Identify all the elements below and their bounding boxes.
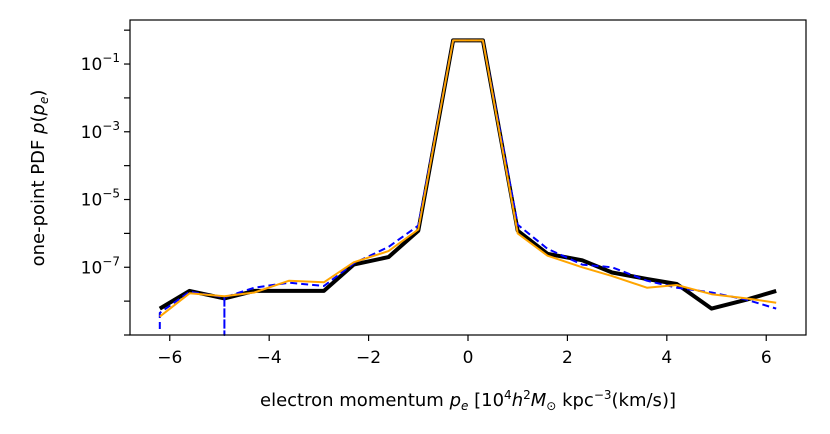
y-tick-label: 10−7 [81,254,120,278]
y-ticks: 10−7 10−5 10−3 10−1 [81,29,130,336]
x-tick-label: 2 [562,348,573,368]
x-tick-label: 0 [463,348,474,368]
x-tick-label: 6 [761,348,772,368]
series-line-1 [158,38,777,311]
y-axis-label: one-point PDF p(pe) [28,90,51,267]
series-layer [158,38,777,336]
x-axis-label: electron momentum pe [104h2M⊙ kpc−3(km/s… [260,388,676,413]
y-tick-label: 10−3 [81,119,120,143]
x-tick-label: −2 [356,348,381,368]
series-line-3 [159,39,777,318]
y-tick-label: 10−5 [81,187,120,211]
x-tick-label: 4 [661,348,672,368]
x-tick-label: −4 [257,348,282,368]
y-tick-label: 10−1 [81,51,120,75]
x-tick-label: −6 [157,348,182,368]
plot-frame [129,19,807,336]
x-ticks: −6 −4 −2 0 2 4 6 [157,335,772,368]
